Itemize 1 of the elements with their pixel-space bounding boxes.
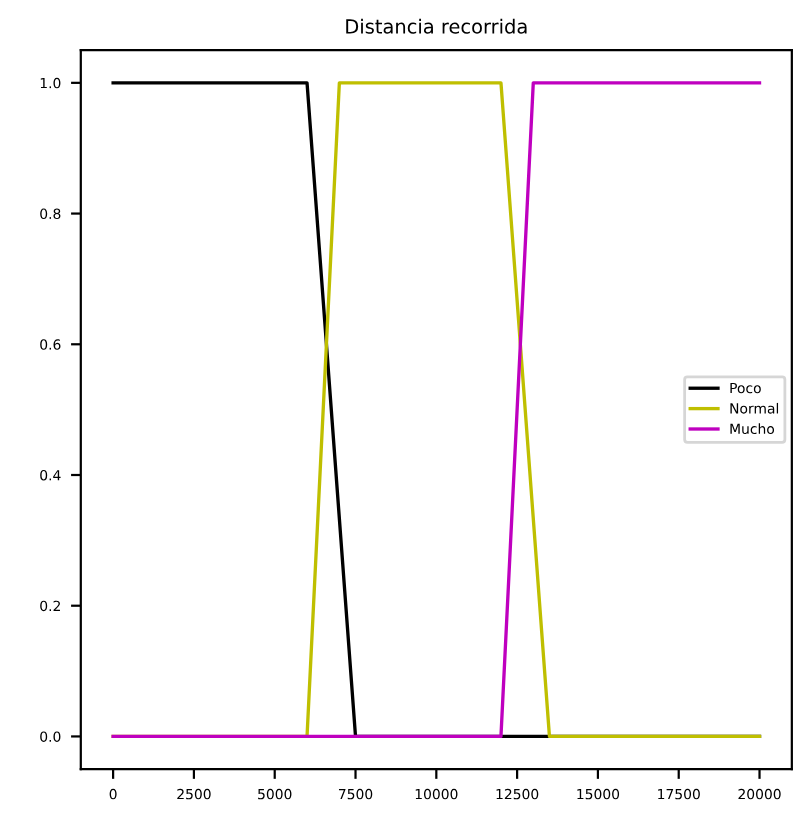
chart-title: Distancia recorrida [346,18,527,34]
